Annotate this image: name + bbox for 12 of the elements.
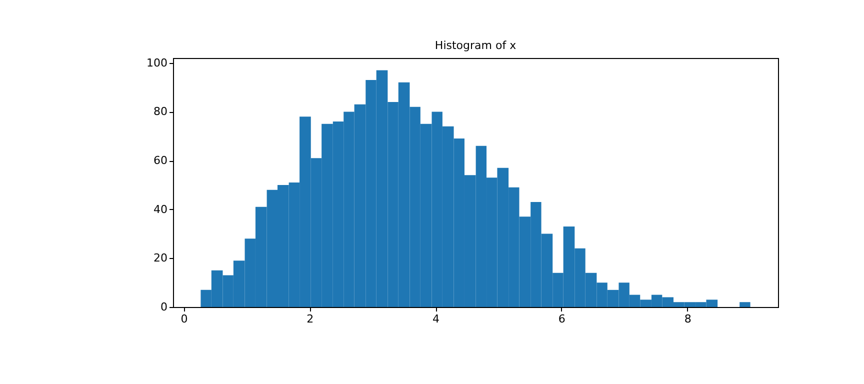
- x-tick-label: 8: [684, 312, 692, 326]
- y-tick-label: 40: [154, 202, 168, 216]
- y-tick-label: 80: [154, 105, 168, 118]
- y-tick-label: 0: [160, 300, 168, 314]
- x-tick-label: 0: [180, 312, 188, 326]
- x-tick-label: 6: [558, 312, 566, 326]
- y-tick-label: 100: [146, 56, 168, 70]
- y-tick-label: 20: [154, 252, 168, 265]
- x-tick-label: 4: [432, 312, 440, 326]
- chart-title: Histogram of x: [434, 38, 517, 52]
- y-tick-label: 60: [154, 154, 168, 168]
- x-tick-label: 2: [306, 312, 314, 326]
